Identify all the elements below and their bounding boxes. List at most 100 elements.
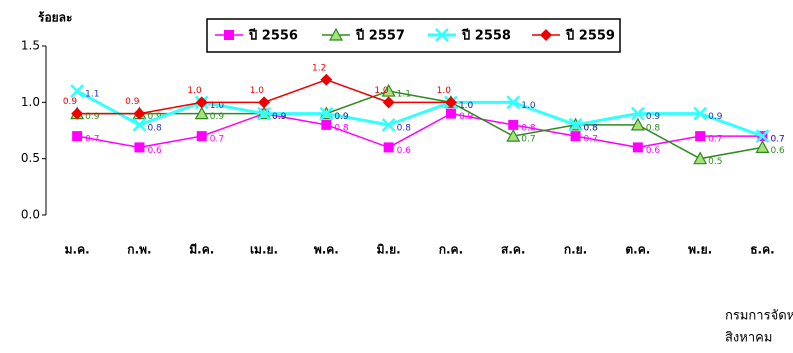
- data-point: [133, 107, 146, 120]
- data-label: 1.1: [397, 90, 411, 100]
- data-label: 0.7: [770, 135, 784, 145]
- data-label: 0.7: [708, 135, 722, 145]
- data-point: [508, 119, 519, 130]
- data-label: 0.9: [646, 112, 661, 122]
- data-label: 1.0: [459, 101, 474, 111]
- data-point: [319, 106, 334, 121]
- data-label: 0.8: [584, 123, 599, 133]
- data-label: 1.0: [374, 86, 389, 96]
- data-label: 0.7: [584, 135, 598, 145]
- data-point: [506, 128, 521, 142]
- x-tick-label: ส.ค.: [501, 243, 525, 257]
- data-point: [320, 73, 333, 86]
- footer-text: สิงหาคม: [725, 331, 772, 346]
- x-tick-label: มิ.ย.: [377, 243, 401, 257]
- data-label: 0.9: [210, 112, 225, 122]
- legend-marker: [435, 28, 449, 42]
- data-point: [444, 96, 457, 109]
- y-tick-label: 1.0: [21, 95, 40, 109]
- x-tick-label: พ.ค.: [314, 243, 339, 257]
- data-point: [755, 140, 770, 153]
- data-point: [630, 117, 645, 131]
- data-point: [381, 117, 396, 132]
- legend-label: ปี 2558: [461, 28, 511, 44]
- data-label: 1.0: [459, 101, 474, 111]
- x-tick-label: ธ.ค.: [750, 243, 774, 257]
- data-label: 0.8: [147, 123, 162, 133]
- data-label: 0.9: [272, 112, 287, 122]
- y-tick-label: 1.5: [21, 39, 40, 53]
- data-point: [632, 142, 643, 153]
- data-point: [755, 129, 770, 144]
- data-label: 0.9: [272, 112, 287, 122]
- data-point: [382, 96, 395, 109]
- data-label: 1.0: [521, 101, 536, 111]
- data-label: 0.6: [646, 146, 661, 156]
- legend-marker: [328, 27, 344, 41]
- data-label: 0.8: [646, 123, 661, 133]
- data-point: [695, 131, 706, 142]
- data-label: 0.9: [63, 97, 78, 107]
- data-label: 0.9: [147, 112, 162, 122]
- y-tick-label: 0.0: [21, 208, 40, 222]
- data-label: 0.9: [459, 112, 474, 122]
- data-point: [72, 131, 83, 142]
- x-tick-label: เม.ย.: [250, 243, 278, 257]
- data-label: 0.6: [770, 146, 785, 156]
- data-point: [693, 151, 708, 165]
- data-label: 0.9: [708, 112, 723, 122]
- series-line: [77, 112, 763, 149]
- data-label: 0.9: [85, 112, 100, 122]
- x-tick-label: พ.ย.: [688, 243, 712, 257]
- data-label: 0.9: [272, 112, 287, 122]
- footer-text: กรมการจัดห: [725, 309, 793, 324]
- data-label: 0.7: [521, 135, 535, 145]
- x-tick-label: ก.ค.: [439, 243, 463, 257]
- x-tick-label: มี.ค.: [189, 243, 214, 257]
- data-point: [258, 96, 271, 109]
- data-point: [70, 84, 85, 98]
- data-point: [132, 117, 147, 132]
- data-point: [381, 83, 396, 97]
- x-tick-label: ม.ค.: [65, 243, 90, 257]
- data-point: [568, 117, 583, 132]
- x-tick-label: ก.พ.: [127, 243, 151, 257]
- data-point: [194, 106, 209, 120]
- data-point: [383, 142, 394, 153]
- data-label: 0.6: [397, 146, 412, 156]
- data-label: 1.0: [187, 86, 202, 96]
- series-line: [77, 90, 763, 160]
- data-point: [134, 142, 145, 153]
- series-line: [76, 89, 763, 138]
- data-label: 1.1: [85, 90, 99, 100]
- data-label: 1.2: [312, 63, 326, 73]
- data-point: [630, 106, 645, 121]
- legend-label: ปี 2556: [248, 28, 298, 44]
- x-tick-label: ต.ค.: [625, 243, 650, 257]
- data-label: 0.6: [147, 146, 162, 156]
- data-point: [445, 108, 456, 119]
- legend-label: ปี 2557: [355, 28, 405, 44]
- y-axis-label: ร้อยละ: [38, 11, 72, 25]
- data-label: 0.8: [584, 123, 599, 133]
- data-label: 0.8: [397, 123, 412, 133]
- data-label: 0.7: [85, 135, 99, 145]
- data-point: [321, 119, 332, 130]
- data-label: 1.0: [250, 86, 265, 96]
- data-point: [195, 96, 208, 109]
- legend-label: ปี 2559: [565, 28, 615, 44]
- data-point: [693, 106, 708, 121]
- data-label: 0.9: [125, 97, 140, 107]
- legend-marker: [224, 30, 234, 40]
- data-point: [196, 131, 207, 142]
- y-tick-label: 0.5: [21, 151, 40, 165]
- legend-marker: [540, 29, 552, 41]
- data-point: [506, 95, 521, 110]
- data-label: 0.9: [334, 112, 349, 122]
- data-label: 0.8: [521, 123, 536, 133]
- data-point: [570, 131, 581, 142]
- data-label: 1.0: [437, 86, 452, 96]
- data-label: 0.7: [770, 135, 784, 145]
- data-label: 0.5: [708, 157, 722, 167]
